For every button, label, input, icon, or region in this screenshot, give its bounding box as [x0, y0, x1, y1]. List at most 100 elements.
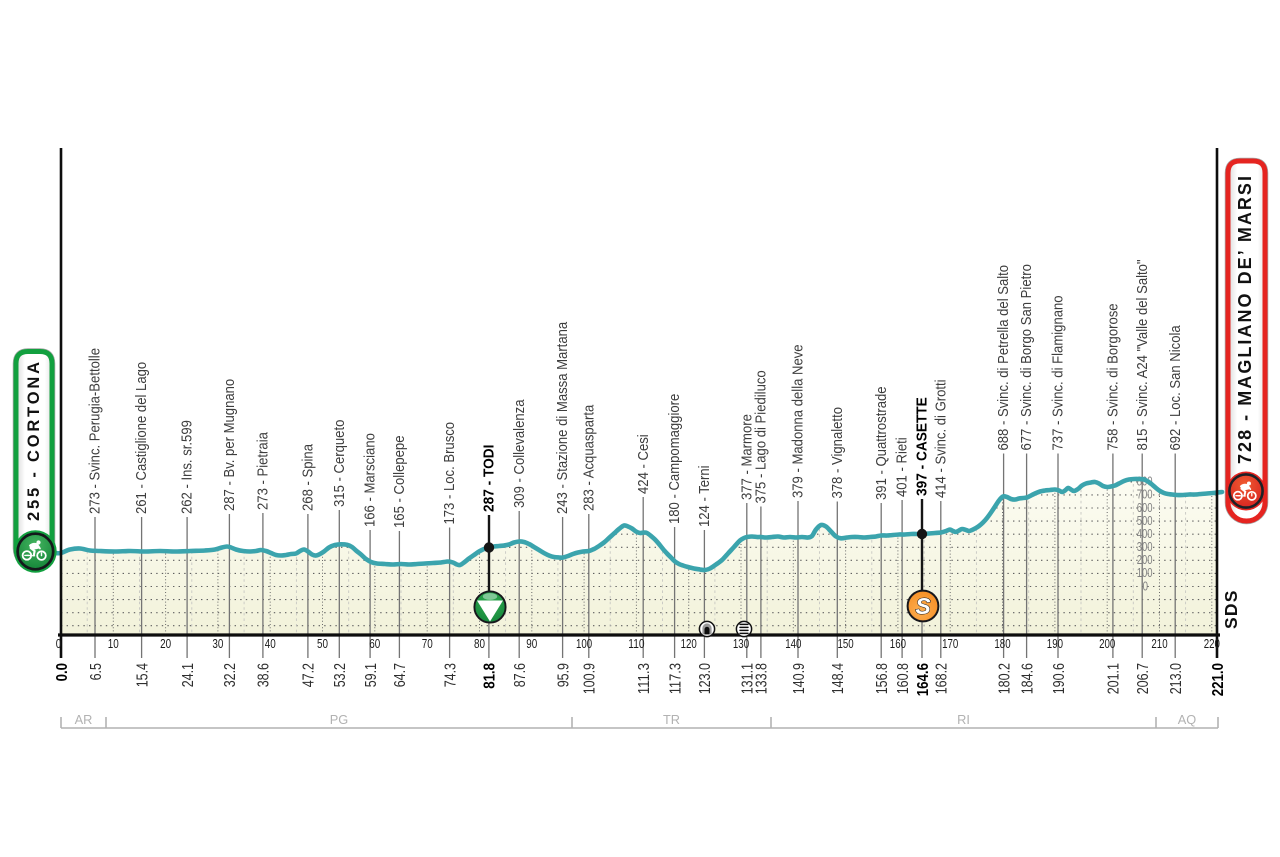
- svg-text:95.9: 95.9: [555, 663, 572, 687]
- svg-text:AR: AR: [75, 712, 93, 727]
- svg-text:210: 210: [1151, 636, 1167, 651]
- svg-text:184.6: 184.6: [1019, 663, 1036, 694]
- svg-text:90: 90: [526, 636, 537, 651]
- svg-text:261 - Castiglione del Lago: 261 - Castiglione del Lago: [134, 362, 150, 514]
- svg-text:164.6: 164.6: [915, 663, 932, 696]
- svg-text:74.3: 74.3: [442, 663, 459, 687]
- svg-text:100: 100: [576, 636, 592, 651]
- svg-text:309 - Collevalenza: 309 - Collevalenza: [512, 400, 528, 509]
- svg-text:190.6: 190.6: [1051, 663, 1068, 694]
- svg-text:379 - Madonna della Neve: 379 - Madonna della Neve: [791, 344, 807, 498]
- svg-text:10: 10: [108, 636, 119, 651]
- svg-text:262 - Ins. sr.599: 262 - Ins. sr.599: [180, 420, 196, 514]
- svg-text:315 - Cerqueto: 315 - Cerqueto: [332, 420, 348, 507]
- svg-text:688 - Svinc. di Petrella del S: 688 - Svinc. di Petrella del Salto: [996, 265, 1012, 451]
- svg-text:220: 220: [1204, 636, 1220, 651]
- svg-text:6.5: 6.5: [88, 663, 105, 681]
- svg-text:131.1: 131.1: [740, 663, 757, 694]
- svg-text:24.1: 24.1: [180, 663, 197, 687]
- svg-text:283 - Acquasparta: 283 - Acquasparta: [581, 405, 597, 511]
- svg-text:148.4: 148.4: [830, 663, 847, 694]
- svg-text:375 - Lago di Piediluco: 375 - Lago di Piediluco: [754, 370, 770, 503]
- svg-text:S: S: [915, 593, 931, 619]
- svg-text:170: 170: [942, 636, 958, 651]
- svg-text:53.2: 53.2: [332, 663, 349, 687]
- svg-text:PG: PG: [330, 712, 349, 727]
- svg-text:180 - Campomaggiore: 180 - Campomaggiore: [667, 394, 683, 524]
- svg-text:111.3: 111.3: [636, 663, 653, 694]
- svg-text:60: 60: [369, 636, 380, 651]
- svg-text:391 - Quattrostrade: 391 - Quattrostrade: [874, 386, 890, 500]
- svg-text:110: 110: [628, 636, 644, 651]
- svg-text:40: 40: [265, 636, 276, 651]
- svg-text:268 - Spina: 268 - Spina: [301, 444, 317, 511]
- svg-text:190: 190: [1047, 636, 1063, 651]
- svg-text:81.8: 81.8: [482, 663, 499, 689]
- svg-text:150: 150: [838, 636, 854, 651]
- svg-text:32.2: 32.2: [222, 663, 239, 687]
- svg-text:0.0: 0.0: [54, 663, 71, 682]
- svg-text:287 - Bv. per Mugnano: 287 - Bv. per Mugnano: [222, 379, 238, 511]
- svg-text:117.3: 117.3: [667, 663, 684, 694]
- svg-text:38.6: 38.6: [256, 663, 273, 687]
- svg-text:400: 400: [1137, 527, 1153, 541]
- svg-text:124 - Terni: 124 - Terni: [697, 465, 713, 527]
- svg-text:RI: RI: [957, 712, 970, 727]
- svg-text:377 - Marmore: 377 - Marmore: [739, 414, 755, 500]
- svg-text:0: 0: [56, 636, 62, 651]
- svg-text:166 - Marsciano: 166 - Marsciano: [363, 433, 379, 527]
- svg-text:47.2: 47.2: [301, 663, 318, 687]
- svg-text:273 - Svinc. Perugia-Bettolle: 273 - Svinc. Perugia-Bettolle: [88, 348, 104, 514]
- svg-text:287 - TODI: 287 - TODI: [482, 445, 498, 512]
- svg-text:200: 200: [1099, 636, 1115, 651]
- svg-text:728 - MAGLIANO DE’ MARSI: 728 - MAGLIANO DE’ MARSI: [1235, 176, 1255, 464]
- svg-text:200: 200: [1137, 553, 1153, 567]
- svg-text:30: 30: [212, 636, 223, 651]
- svg-text:737 - Svinc. di Flamignano: 737 - Svinc. di Flamignano: [1051, 295, 1067, 450]
- svg-text:87.6: 87.6: [512, 663, 529, 687]
- svg-text:206.7: 206.7: [1135, 663, 1152, 694]
- svg-text:120: 120: [681, 636, 697, 651]
- svg-text:100: 100: [1137, 566, 1153, 580]
- svg-text:255 - CORTONA: 255 - CORTONA: [25, 362, 43, 521]
- svg-text:173 - Loc. Brusco: 173 - Loc. Brusco: [442, 422, 458, 525]
- svg-text:243 - Stazione di Massa Martan: 243 - Stazione di Massa Martana: [555, 322, 571, 514]
- svg-text:815 - Svinc. A24 "Valle del Sa: 815 - Svinc. A24 "Valle del Salto": [1135, 259, 1151, 450]
- svg-text:50: 50: [317, 636, 328, 651]
- svg-text:123.0: 123.0: [697, 663, 714, 694]
- svg-text:300: 300: [1137, 540, 1153, 554]
- svg-text:0: 0: [1143, 579, 1148, 593]
- svg-text:140.9: 140.9: [791, 663, 808, 694]
- svg-text:201.1: 201.1: [1106, 663, 1123, 694]
- svg-text:20: 20: [160, 636, 171, 651]
- svg-text:133.8: 133.8: [754, 663, 771, 694]
- svg-text:180: 180: [994, 636, 1010, 651]
- svg-text:160: 160: [890, 636, 906, 651]
- svg-text:180.2: 180.2: [996, 663, 1013, 694]
- svg-text:AQ: AQ: [1178, 712, 1197, 727]
- svg-text:500: 500: [1137, 514, 1153, 528]
- svg-text:273 - Pietraia: 273 - Pietraia: [256, 432, 272, 510]
- svg-text:600: 600: [1137, 501, 1153, 515]
- svg-text:SDS: SDS: [1221, 589, 1241, 629]
- svg-text:700: 700: [1137, 488, 1153, 502]
- svg-text:70: 70: [422, 636, 433, 651]
- svg-text:397 - CASETTE: 397 - CASETTE: [915, 397, 931, 496]
- svg-text:414 - Svinc. di Grotti: 414 - Svinc. di Grotti: [933, 379, 949, 498]
- svg-text:64.7: 64.7: [392, 663, 409, 687]
- svg-text:378 - Vignaletto: 378 - Vignaletto: [830, 407, 846, 499]
- svg-text:156.8: 156.8: [874, 663, 891, 694]
- svg-text:160.8: 160.8: [895, 663, 912, 694]
- svg-text:80: 80: [474, 636, 485, 651]
- svg-text:140: 140: [785, 636, 801, 651]
- svg-text:692 - Loc. San Nicola: 692 - Loc. San Nicola: [1168, 325, 1184, 450]
- svg-text:165 - Collepepe: 165 - Collepepe: [392, 436, 408, 529]
- svg-text:213.0: 213.0: [1168, 663, 1185, 694]
- svg-text:424 - Cesi: 424 - Cesi: [636, 434, 652, 494]
- svg-text:59.1: 59.1: [363, 663, 380, 687]
- svg-text:168.2: 168.2: [934, 663, 951, 694]
- svg-text:15.4: 15.4: [134, 663, 151, 687]
- svg-text:TR: TR: [663, 712, 680, 727]
- svg-text:221.0: 221.0: [1210, 663, 1227, 696]
- svg-text:758 - Svinc. di Borgorose: 758 - Svinc. di Borgorose: [1106, 303, 1122, 450]
